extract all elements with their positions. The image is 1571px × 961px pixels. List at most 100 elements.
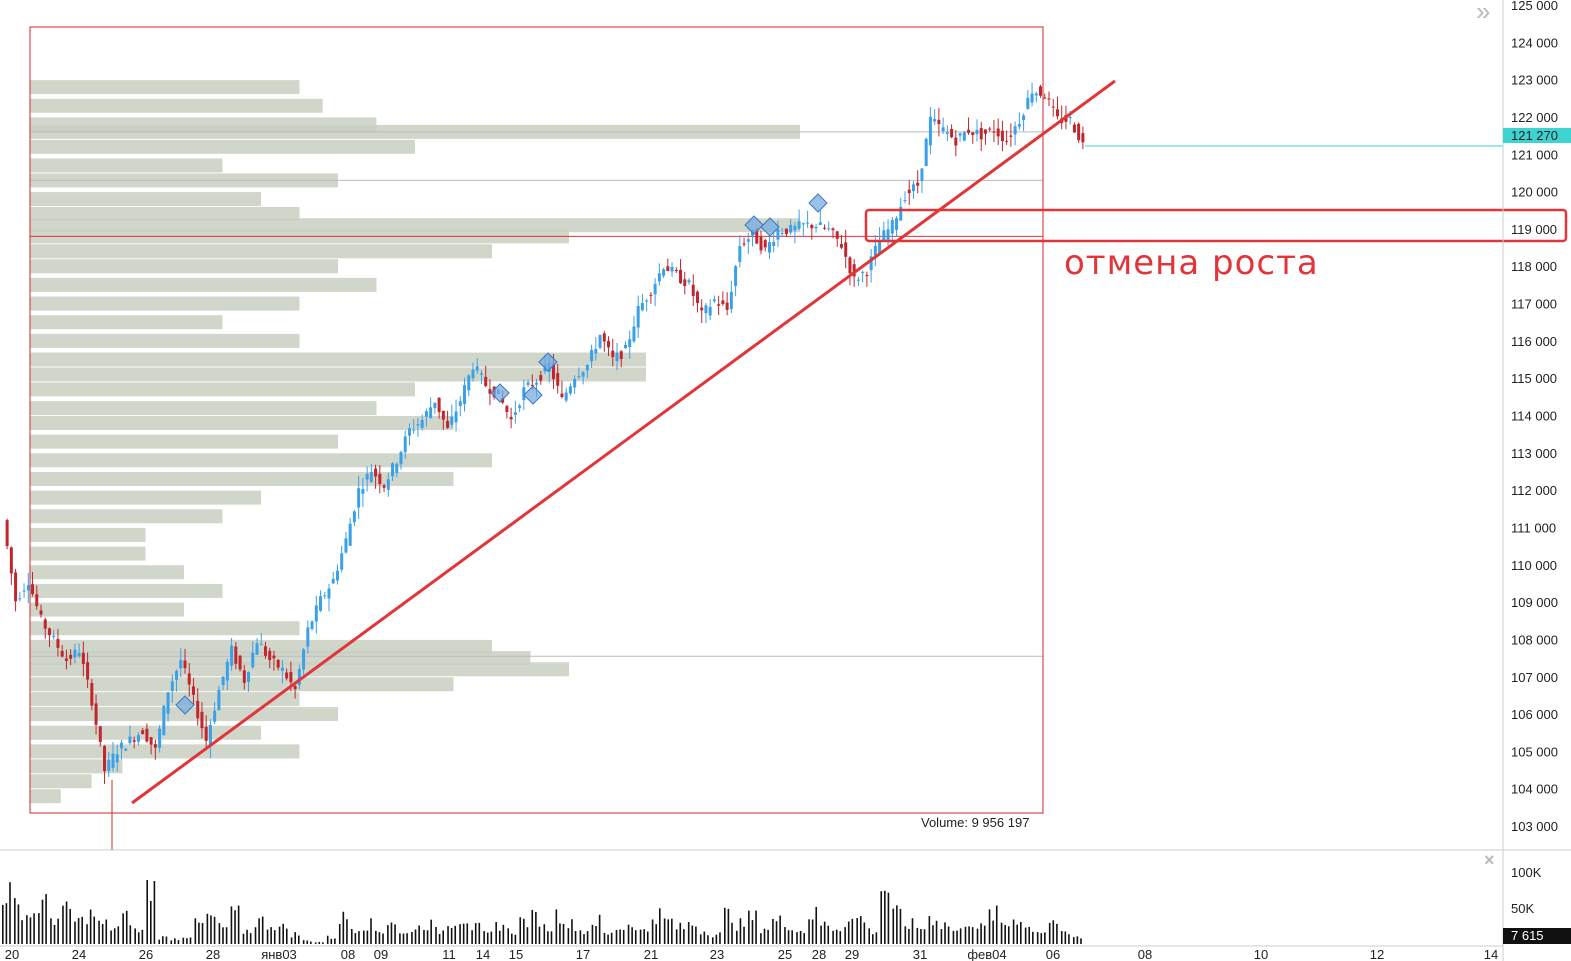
volume-bar bbox=[695, 926, 697, 944]
volume-bar bbox=[450, 928, 453, 944]
candle-body bbox=[340, 553, 344, 570]
candle-body bbox=[179, 659, 183, 669]
volume-bar bbox=[153, 881, 156, 944]
volume-bar bbox=[1024, 927, 1027, 944]
profile-bar bbox=[30, 639, 492, 654]
volume-bar bbox=[98, 920, 100, 944]
candle-body bbox=[653, 283, 657, 295]
volume-bar bbox=[615, 929, 618, 944]
volume-bar bbox=[832, 930, 834, 944]
volume-bar bbox=[1040, 933, 1043, 944]
volume-bar bbox=[466, 923, 469, 944]
candle-body bbox=[895, 218, 899, 230]
volume-bar bbox=[189, 937, 192, 944]
volume-bar bbox=[53, 924, 56, 944]
price-tick-label: 122 000 bbox=[1511, 110, 1558, 125]
profile-bar bbox=[30, 333, 300, 348]
volume-bar bbox=[370, 918, 372, 944]
candle-body bbox=[746, 239, 750, 242]
candle-body bbox=[806, 222, 810, 224]
candle-body bbox=[18, 598, 22, 600]
candle-body bbox=[856, 279, 860, 281]
candle-body bbox=[285, 672, 289, 679]
candle-body bbox=[272, 655, 276, 659]
candle-body bbox=[670, 266, 674, 272]
candle-body bbox=[581, 372, 585, 377]
candle-body bbox=[238, 655, 242, 670]
profile-bar bbox=[30, 759, 123, 774]
candle-body bbox=[162, 705, 166, 735]
time-tick-label: янв03 bbox=[261, 947, 297, 961]
candle-body bbox=[221, 676, 225, 686]
volume-bar bbox=[438, 934, 441, 944]
last-volume-label: 7 615 bbox=[1503, 928, 1571, 944]
volume-bar bbox=[976, 928, 979, 944]
volume-bar bbox=[736, 930, 738, 944]
candle-body bbox=[602, 333, 606, 342]
signal-diamond-icon bbox=[175, 695, 195, 715]
candle-body bbox=[776, 229, 780, 240]
close-volume-pane-icon[interactable]: × bbox=[1484, 850, 1495, 870]
collapse-icon[interactable]: » bbox=[1476, 0, 1491, 26]
candle-body bbox=[712, 299, 716, 302]
profile-bar bbox=[30, 527, 146, 542]
profile-bar bbox=[30, 621, 300, 636]
volume-bar bbox=[567, 928, 570, 944]
candle-body bbox=[992, 131, 996, 133]
volume-bar bbox=[213, 916, 216, 944]
volume-bar bbox=[1080, 938, 1082, 944]
candle-body bbox=[297, 668, 301, 686]
candle-body bbox=[331, 578, 335, 584]
price-tick-label: 104 000 bbox=[1511, 782, 1558, 797]
candle-body bbox=[234, 646, 238, 664]
candle-body bbox=[950, 129, 954, 138]
candle-body bbox=[636, 306, 640, 328]
volume-bar bbox=[739, 918, 742, 944]
volume-bar bbox=[751, 920, 754, 944]
candle-body bbox=[145, 728, 149, 742]
candle-body bbox=[530, 384, 534, 386]
volume-bar bbox=[406, 933, 408, 944]
volume-bar bbox=[122, 913, 124, 944]
candle-body bbox=[594, 348, 598, 354]
volume-bar bbox=[93, 916, 96, 944]
profile-bar bbox=[30, 401, 377, 416]
volume-bar bbox=[423, 929, 425, 944]
candle-body bbox=[674, 270, 678, 272]
volume-bar bbox=[763, 928, 766, 944]
price-tick-label: 120 000 bbox=[1511, 185, 1558, 200]
candle-body bbox=[823, 227, 827, 229]
volume-bar bbox=[430, 919, 432, 944]
candle-body bbox=[128, 736, 132, 744]
volume-bar bbox=[5, 903, 8, 944]
volume-bar bbox=[835, 929, 838, 944]
candle-body bbox=[208, 725, 212, 746]
volume-bar bbox=[598, 914, 601, 944]
volume-bar bbox=[375, 930, 377, 944]
candle-body bbox=[1034, 93, 1038, 96]
volume-bar bbox=[89, 909, 92, 944]
volume-bar bbox=[1032, 931, 1034, 944]
signal-diamond-icon bbox=[808, 193, 828, 213]
candle-body bbox=[1013, 126, 1017, 135]
volume-bar bbox=[823, 921, 826, 944]
profile-bar bbox=[30, 546, 146, 561]
volume-bar bbox=[270, 927, 272, 944]
volume-bar bbox=[755, 910, 757, 944]
trendline bbox=[131, 79, 1116, 805]
volume-bar bbox=[586, 931, 589, 944]
volume-bar bbox=[811, 919, 814, 944]
candle-body bbox=[1072, 124, 1076, 133]
volume-bar bbox=[318, 941, 321, 944]
volume-bar bbox=[952, 930, 955, 944]
candle-body bbox=[374, 468, 378, 477]
candle-body bbox=[590, 349, 594, 362]
volume-bar bbox=[314, 942, 317, 944]
candle-body bbox=[983, 129, 987, 134]
volume-bar bbox=[775, 921, 778, 944]
price-tick-label: 118 000 bbox=[1511, 259, 1557, 274]
time-tick-label: фев04 bbox=[967, 947, 1006, 961]
candle-body bbox=[357, 488, 361, 508]
volume-bar bbox=[538, 926, 541, 944]
